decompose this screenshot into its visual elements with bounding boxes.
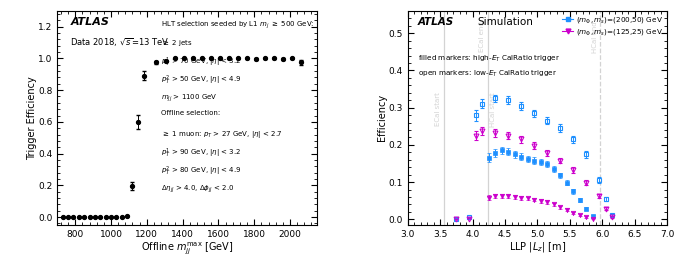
Text: HCal start: HCal start [490, 92, 496, 127]
Text: Offline selection:: Offline selection: [161, 110, 220, 116]
Text: $\geq$ 1 muon: $p_T$ > 27 GeV, $|\eta|$ < 2.7: $\geq$ 1 muon: $p_T$ > 27 GeV, $|\eta|$ … [161, 129, 283, 140]
Text: ECal start: ECal start [435, 92, 441, 126]
Text: $p_T^2$ > 80 GeV, $|\eta|$ < 4.9: $p_T^2$ > 80 GeV, $|\eta|$ < 4.9 [161, 165, 242, 178]
Text: Data 2018, $\sqrt{s}$=13 TeV: Data 2018, $\sqrt{s}$=13 TeV [70, 37, 170, 49]
Text: HCal end: HCal end [592, 22, 598, 53]
Text: $m_{jj}$ > 1100 GeV: $m_{jj}$ > 1100 GeV [161, 92, 218, 104]
Text: ECal end: ECal end [479, 22, 485, 52]
Text: ATLAS: ATLAS [418, 17, 454, 27]
Legend: $(m_\Phi,m_s)$=(200,50) GeV, $(m_\Phi,m_s)$=(125,25) GeV: $(m_\Phi,m_s)$=(200,50) GeV, $(m_\Phi,m_… [559, 12, 666, 40]
Y-axis label: Trigger Efficiency: Trigger Efficiency [27, 76, 36, 160]
Text: filled markers: high-$E_T$ CalRatio trigger: filled markers: high-$E_T$ CalRatio trig… [418, 54, 560, 64]
Y-axis label: Efficiency: Efficiency [377, 94, 387, 141]
Text: $p_T^2$ > 50 GeV, $|\eta|$ < 4.9: $p_T^2$ > 50 GeV, $|\eta|$ < 4.9 [161, 74, 242, 87]
Text: $p_T^1$ > 90 GeV, $|\eta|$ < 3.2: $p_T^1$ > 90 GeV, $|\eta|$ < 3.2 [161, 147, 241, 160]
X-axis label: LLP $|L_z|$ [m]: LLP $|L_z|$ [m] [509, 240, 566, 254]
Text: Simulation: Simulation [478, 17, 534, 27]
Text: $p_T^1$ > 70 GeV, $|\eta|$ < 3.2: $p_T^1$ > 70 GeV, $|\eta|$ < 3.2 [161, 56, 241, 69]
Text: ATLAS: ATLAS [70, 17, 109, 27]
Text: HLT selection seeded by L1 $m_j$ $\geq$ 500 GeV:: HLT selection seeded by L1 $m_j$ $\geq$ … [161, 20, 315, 31]
Text: $\Delta\eta_{jj}$ > 4.0, $\Delta\phi_{jj}$ < 2.0: $\Delta\eta_{jj}$ > 4.0, $\Delta\phi_{jj… [161, 183, 235, 195]
Text: open markers: low-$E_T$ CalRatio trigger: open markers: low-$E_T$ CalRatio trigger [418, 69, 557, 79]
X-axis label: Offline $m_{jj}^{\rm max}$ [GeV]: Offline $m_{jj}^{\rm max}$ [GeV] [141, 240, 233, 256]
Text: $\geq$ 2 jets: $\geq$ 2 jets [161, 38, 193, 48]
